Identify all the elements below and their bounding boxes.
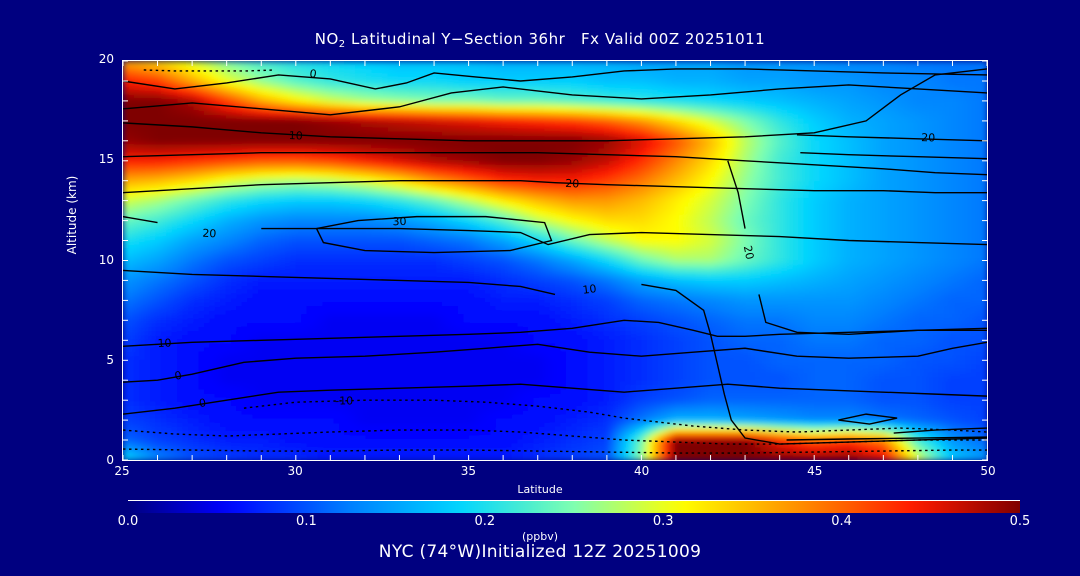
colorbar-tick-label: 0.5 <box>1009 514 1031 529</box>
x-axis-title: Latitude <box>517 483 563 496</box>
colorbar-tick-label: 0.3 <box>652 514 674 529</box>
colorbar-tick-label: 0.2 <box>474 514 496 529</box>
y-tick-label: 0 <box>106 453 114 467</box>
y-tick-label: 10 <box>98 252 114 267</box>
colorbar-tick-label: 0.0 <box>117 514 139 529</box>
concentration-field <box>123 61 987 460</box>
axis-tick-marks <box>123 61 987 460</box>
figure-caption: NYC (74°W)Initialized 12Z 20251009 <box>378 542 702 562</box>
title-rest: Latitudinal Y−Section 36hr Fx Valid 00Z … <box>345 30 766 48</box>
y-tick-label: 15 <box>98 152 114 167</box>
colorbar-tick-label: 0.1 <box>296 514 317 529</box>
title-subscript: 2 <box>338 39 346 50</box>
title-species: NO <box>314 30 339 48</box>
y-tick-label: 5 <box>106 352 114 367</box>
colorbar-tick-label: 0.4 <box>831 514 852 529</box>
plot-area: 0 10 20 20 30 20 10 10 0 0 -10 20 <box>122 60 988 461</box>
chart-title: NO2 Latitudinal Y−Section 36hr Fx Valid … <box>0 30 1080 50</box>
x-tick-label: 40 <box>633 464 650 478</box>
x-tick-label: 30 <box>287 464 303 478</box>
x-tick-label: 50 <box>980 464 996 478</box>
colorbar-gradient <box>128 500 1020 513</box>
x-tick-label: 35 <box>460 464 477 478</box>
colorbar-unit-label: (ppbv) <box>521 530 559 543</box>
x-tick-label: 25 <box>114 464 130 478</box>
x-tick-label: 45 <box>807 464 823 478</box>
y-tick-label: 20 <box>98 52 114 66</box>
colorbar <box>128 500 1020 513</box>
